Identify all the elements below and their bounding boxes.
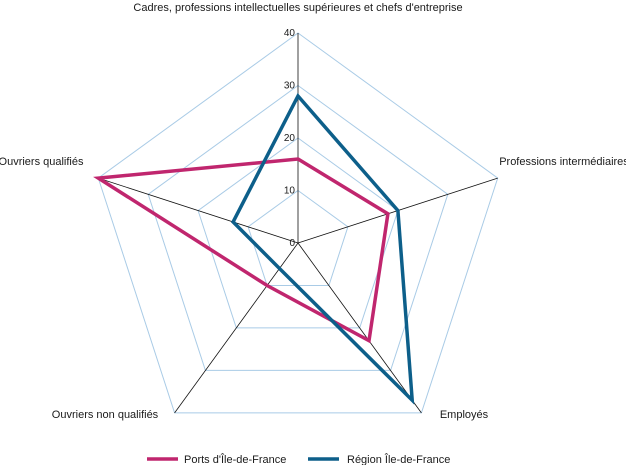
axis-label-cadres: Cadres, professions intellectuelles supé… [133, 2, 462, 14]
axis-label-ouvriers-non-qualifies: Ouvriers non qualifiés [52, 409, 159, 421]
axis-label-professions-intermediaires: Professions intermédiaires [499, 156, 626, 168]
tick-label-0: 0 [289, 238, 295, 249]
series-line-region [230, 92, 415, 405]
tick-labels: 0 10 20 30 40 [284, 28, 296, 249]
grid-ring-40 [97, 32, 499, 414]
tick-label-10: 10 [284, 186, 296, 197]
tick-label-40: 40 [284, 28, 296, 39]
legend-label-region: Région Île-de-France [347, 453, 450, 465]
grid-ring-20 [197, 137, 399, 329]
series-layer [93, 92, 415, 405]
tick-label-30: 30 [284, 81, 296, 92]
legend: Ports d'Île-de-France Région Île-de-Fran… [147, 453, 450, 465]
axis-label-ouvriers-qualifies: Ouvriers qualifiés [0, 156, 84, 168]
axis-spoke-3 [174, 242, 299, 414]
axis-spokes [98, 33, 498, 414]
axis-spoke-2 [297, 242, 422, 414]
axis-labels: Cadres, professions intellectuelles supé… [0, 2, 626, 421]
grid-ring-30 [147, 84, 449, 371]
tick-label-20: 20 [284, 133, 296, 144]
axis-spoke-4 [98, 177, 299, 244]
axis-label-employes: Employés [440, 409, 489, 421]
series-line-ports [93, 157, 390, 344]
legend-label-ports: Ports d'Île-de-France [184, 453, 286, 465]
